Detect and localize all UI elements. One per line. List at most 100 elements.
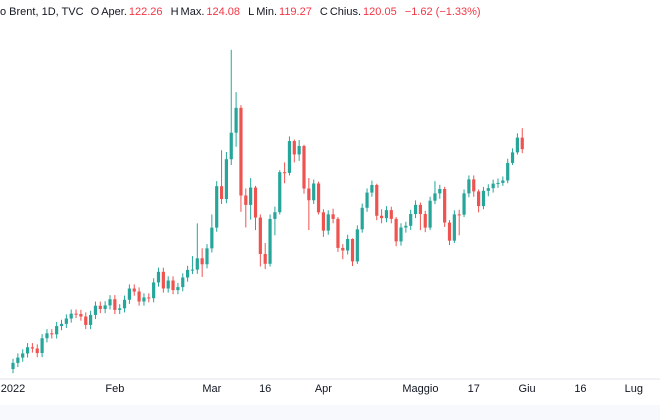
candle-body	[302, 146, 306, 189]
value: 122.26	[128, 6, 163, 18]
candle-body	[360, 207, 364, 230]
label: C	[319, 6, 328, 18]
candle-body	[244, 195, 248, 205]
candle-body	[35, 348, 39, 354]
candle-body	[355, 229, 359, 262]
candle-body	[297, 146, 301, 155]
candle-body	[413, 204, 418, 214]
x-tick-label: 16	[574, 383, 586, 395]
candle-body	[16, 357, 20, 363]
candle-body	[312, 183, 316, 201]
label: H	[170, 6, 179, 18]
candle-body	[375, 184, 379, 216]
candle-body	[510, 152, 515, 163]
candle-body	[287, 141, 292, 173]
label: O	[90, 6, 100, 18]
candle-body	[486, 188, 490, 191]
candle-body	[268, 218, 272, 264]
candle-body	[21, 353, 25, 358]
candle-body	[137, 291, 141, 302]
x-tick-label: Feb	[105, 383, 124, 395]
candle-body	[11, 362, 15, 370]
x-tick-label: Giu	[519, 383, 536, 395]
candle-body	[370, 184, 374, 193]
candle-body	[89, 314, 93, 325]
candle-body	[229, 132, 233, 160]
candle-body	[74, 313, 78, 315]
candle-body	[190, 269, 195, 271]
label: L	[248, 6, 255, 18]
candle-body	[423, 214, 427, 228]
candle-body	[166, 280, 170, 289]
candle-body	[457, 214, 461, 216]
candle-body	[258, 217, 262, 254]
candle-body	[253, 187, 258, 218]
candle-body	[438, 189, 442, 194]
x-tick-label: 16	[259, 383, 271, 395]
candle-body	[409, 213, 413, 226]
candle-body	[210, 227, 214, 249]
candle-body	[79, 313, 83, 317]
candle-body	[132, 288, 136, 292]
x-tick-label: Apr	[315, 383, 332, 395]
value: 119.27	[279, 6, 312, 18]
change: −1.62 (−1.33%)	[404, 6, 481, 18]
candle-body	[108, 299, 112, 306]
value: 120.05	[363, 6, 397, 18]
candle-body	[30, 347, 34, 349]
candle-body	[122, 299, 127, 309]
candle-body	[50, 333, 54, 335]
candle-body	[472, 179, 476, 192]
candle-body	[336, 218, 340, 248]
candle-body	[234, 107, 238, 133]
candle-body	[278, 172, 282, 213]
candle-body	[156, 271, 161, 283]
candle-body	[40, 338, 44, 354]
candle-body	[103, 305, 107, 309]
candle-body	[98, 305, 102, 309]
candle-body	[205, 248, 209, 265]
candle-body	[118, 308, 122, 310]
label: Aper.	[101, 6, 127, 18]
label: Chius.	[329, 6, 362, 18]
label: Min.	[256, 6, 278, 18]
x-tick-label: Mar	[202, 383, 221, 395]
candle-body	[331, 214, 335, 219]
x-tick-label: Maggio	[402, 383, 438, 395]
bottom-bar	[0, 405, 660, 420]
candle-body	[433, 193, 437, 201]
candle-body	[350, 239, 355, 262]
candle-body	[365, 192, 369, 208]
candle-body	[249, 187, 253, 205]
candle-body	[506, 162, 510, 181]
candle-body	[394, 218, 398, 242]
candle-body	[341, 247, 345, 251]
candle-body	[64, 318, 68, 324]
candle-body	[292, 141, 296, 155]
x-tick-label: 2022	[1, 383, 25, 395]
candle-body	[147, 297, 151, 299]
legend-header: o Brent, 1D, TVC O Aper. 122.26 H Max. 124.0…	[0, 6, 486, 18]
candle-body	[316, 183, 321, 213]
candle-body	[447, 222, 452, 241]
value: 124.08	[206, 6, 241, 18]
candle-body	[496, 182, 500, 184]
x-tick-label: Lug	[625, 383, 643, 395]
candle-body	[467, 179, 471, 194]
candle-body	[520, 137, 524, 150]
candle-body	[399, 227, 403, 242]
candle-body	[84, 316, 88, 325]
candle-body	[346, 239, 350, 251]
candle-body	[307, 188, 311, 201]
candle-body	[491, 183, 495, 189]
candle-body	[443, 189, 447, 223]
candle-body	[283, 172, 287, 174]
candle-body	[428, 200, 432, 228]
candle-body	[127, 288, 131, 300]
candle-body	[321, 212, 325, 231]
candle-body	[186, 269, 190, 278]
candle-body	[326, 214, 330, 231]
candle-body	[477, 191, 481, 207]
